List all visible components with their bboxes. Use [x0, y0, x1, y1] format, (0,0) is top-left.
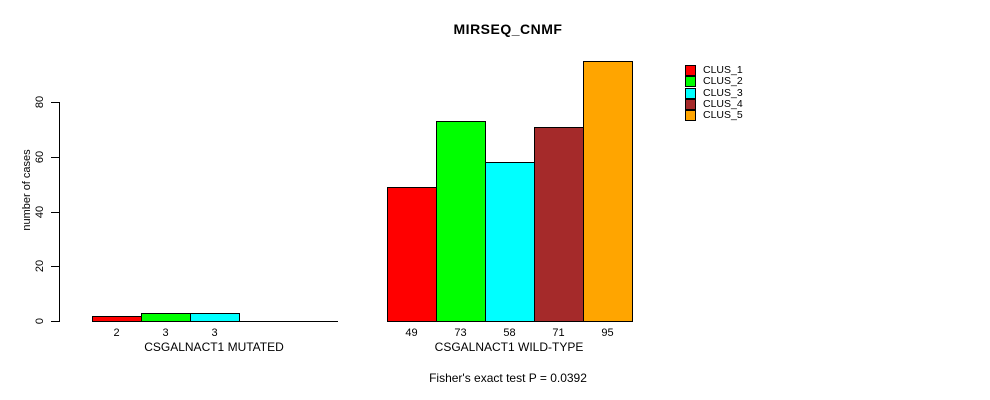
bar-value-label: 71	[552, 327, 565, 339]
bar-clus_3	[190, 313, 240, 322]
y-axis-label: number of cases	[21, 149, 33, 231]
group-label-mutated: CSGALNACT1 MUTATED	[144, 340, 284, 354]
y-tick	[51, 157, 59, 158]
y-axis-line	[59, 102, 60, 322]
bar-value-label: 49	[405, 327, 418, 339]
legend: CLUS_1 CLUS_2 CLUS_3 CLUS_4 CLUS_5	[685, 64, 743, 122]
bar-clus_5	[583, 61, 633, 322]
y-tick-label: 40	[34, 205, 46, 219]
y-tick-label: 20	[34, 259, 46, 273]
bar-value-label: 2	[113, 327, 120, 339]
legend-item: CLUS_5	[685, 109, 743, 122]
y-tick-label: 60	[34, 150, 46, 164]
bar-clus_1	[387, 187, 437, 322]
legend-swatch	[685, 87, 696, 99]
legend-label: CLUS_2	[703, 75, 743, 88]
bar-value-label: 3	[211, 327, 218, 339]
legend-label: CLUS_3	[703, 86, 743, 99]
legend-swatch	[685, 99, 696, 111]
legend-swatch	[685, 110, 696, 122]
bar-clus_3	[485, 162, 535, 322]
bar-value-label: 95	[601, 327, 614, 339]
y-tick	[51, 212, 59, 213]
y-tick-label: 80	[34, 95, 46, 109]
legend-item: CLUS_2	[685, 75, 743, 88]
chart-title: MIRSEQ_CNMF	[453, 21, 563, 37]
legend-item: CLUS_4	[685, 98, 743, 111]
legend-item: CLUS_1	[685, 64, 743, 77]
bar-value-label: 58	[503, 327, 516, 339]
legend-label: CLUS_1	[703, 64, 743, 77]
y-tick	[51, 102, 59, 103]
legend-item: CLUS_3	[685, 86, 743, 99]
y-tick-label: 0	[34, 317, 46, 325]
bar-clus_4	[534, 127, 584, 322]
legend-swatch	[685, 65, 696, 77]
legend-label: CLUS_5	[703, 109, 743, 122]
bar-clus_1	[92, 316, 142, 322]
bar-clus_2	[436, 121, 486, 322]
bar-value-label: 73	[454, 327, 467, 339]
y-tick	[51, 266, 59, 267]
pvalue-annotation: Fisher's exact test P = 0.0392	[429, 371, 587, 385]
bar-value-label: 3	[162, 327, 169, 339]
legend-label: CLUS_4	[703, 98, 743, 111]
legend-swatch	[685, 76, 696, 88]
y-tick	[51, 321, 59, 322]
group-label-wildtype: CSGALNACT1 WILD-TYPE	[434, 340, 584, 354]
bar-clus_2	[141, 313, 191, 322]
